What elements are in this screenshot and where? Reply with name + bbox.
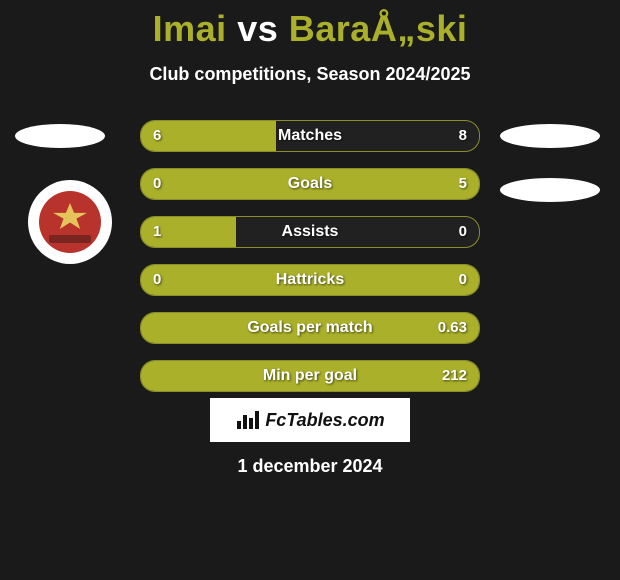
comparison-bars: Matches68Goals05Assists10Hattricks00Goal… — [140, 120, 480, 408]
bar-chart-icon — [235, 409, 259, 431]
player-right-name: BaraÅ„ski — [289, 8, 468, 49]
stat-label: Min per goal — [141, 361, 479, 391]
club-badge — [28, 180, 112, 264]
stat-value-right: 0.63 — [438, 313, 467, 343]
brand-logo: FcTables.com — [210, 398, 410, 442]
stat-value-left: 0 — [153, 265, 161, 295]
stat-value-right: 212 — [442, 361, 467, 391]
stat-row-goals-per-match: Goals per match0.63 — [140, 312, 480, 344]
player-left-name: Imai — [153, 8, 227, 49]
decor-ellipse-right-bot — [500, 178, 600, 202]
stat-row-hattricks: Hattricks0 0 — [140, 264, 480, 296]
stat-row-goals: Goals0 5 — [140, 168, 480, 200]
stat-label: Hattricks — [141, 265, 479, 295]
page-title: Imai vs BaraÅ„ski — [0, 0, 620, 50]
stat-label: Assists — [141, 217, 479, 247]
brand-text: FcTables.com — [265, 410, 384, 431]
stat-value-right: 8 — [459, 121, 467, 151]
stat-value-left: 0 — [153, 169, 161, 199]
decor-ellipse-right-top — [500, 124, 600, 148]
stat-value-left: 1 — [153, 217, 161, 247]
decor-ellipse-left — [15, 124, 105, 148]
stat-label: Matches — [141, 121, 479, 151]
stat-value-right: 5 — [459, 169, 467, 199]
vs-label: vs — [237, 8, 278, 49]
club-badge-inner — [39, 191, 101, 253]
stat-row-assists: Assists1 0 — [140, 216, 480, 248]
stat-label: Goals per match — [141, 313, 479, 343]
stat-value-left: 6 — [153, 121, 161, 151]
date-text: 1 december 2024 — [0, 456, 620, 477]
stat-row-min-per-goal: Min per goal212 — [140, 360, 480, 392]
stat-row-matches: Matches6 8 — [140, 120, 480, 152]
stat-value-right: 0 — [459, 217, 467, 247]
stat-label: Goals — [141, 169, 479, 199]
subtitle: Club competitions, Season 2024/2025 — [0, 64, 620, 85]
stat-value-right: 0 — [459, 265, 467, 295]
